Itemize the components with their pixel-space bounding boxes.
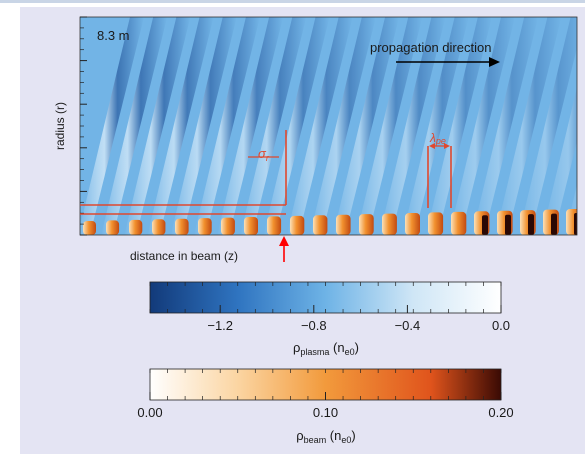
wake-front: [333, 17, 400, 235]
beam-bunch: [382, 213, 397, 235]
beam-bunch-core: [551, 213, 557, 235]
beam-colorbar-label: ρbeam (ne0): [296, 428, 355, 445]
wake-front: [101, 17, 168, 235]
colorbar-tick-label: −0.4: [395, 318, 421, 333]
heatmap: [79, 16, 578, 236]
colorbar-tick-label: 0.20: [488, 405, 513, 420]
colorbar-tick-label: −1.2: [207, 318, 233, 333]
wake-front: [425, 17, 492, 235]
beam-bunch: [198, 218, 212, 235]
wake-front: [286, 17, 353, 235]
sigma-subscript: r: [266, 153, 270, 163]
wake-front: [170, 17, 237, 235]
wake-front: [147, 17, 214, 235]
beam-colorbar: 0.00 0.10 0.20 ρbeam (ne0): [137, 368, 514, 445]
top-border: [0, 0, 585, 3]
wake-front: [449, 17, 516, 235]
beam-bunch: [244, 217, 258, 235]
wake-front: [356, 17, 423, 235]
beam-bunch: [405, 213, 420, 235]
beam-bunch: [267, 216, 282, 235]
wake-front: [379, 17, 446, 235]
beam-bunch-core: [482, 215, 488, 235]
wake-front: [495, 17, 562, 235]
sigma-r-annotation: σr: [80, 130, 287, 215]
wake-front: [80, 17, 144, 235]
lambda-symbol: λ: [429, 131, 436, 145]
beam-bunch: [313, 215, 328, 235]
y-axis-label: radius (r): [53, 102, 67, 150]
beam-bunch: [336, 214, 351, 235]
beam-bunch: [451, 211, 467, 235]
lambda-subscript: pe: [435, 136, 446, 146]
wake-front: [402, 17, 469, 235]
wake-front: [124, 17, 191, 235]
x-axis-label: distance in beam (z): [130, 249, 238, 263]
beam-bunch-core: [528, 214, 534, 235]
beam-bunch: [152, 219, 166, 235]
sigma-symbol: σ: [258, 146, 267, 161]
svg-text:σr: σr: [258, 146, 270, 163]
wake-fronts: [80, 17, 577, 235]
wake-front: [518, 17, 577, 235]
propagation-direction-label: propagation direction: [370, 40, 491, 55]
beam-bunch: [221, 217, 235, 235]
wake-front: [263, 17, 330, 235]
plasma-colorbar-ticks: −1.2 −0.8 −0.4 0.0: [149, 282, 510, 333]
wake-front: [541, 87, 577, 235]
panel-label: 8.3 m: [97, 28, 130, 43]
y-axis-ticks: [80, 16, 87, 236]
plasma-colorbar-gradient: [149, 281, 502, 314]
beam-colorbar-ticks: 0.00 0.10 0.20: [137, 369, 514, 420]
beam-bunch-core: [505, 214, 511, 235]
beam-bunches: [83, 209, 577, 235]
wake-front: [217, 17, 284, 235]
lambda-pe-annotation: λpe: [427, 131, 452, 208]
colorbar-tick-label: 0.10: [313, 405, 338, 420]
colorbar-tick-label: −0.8: [301, 318, 327, 333]
beam-bunch: [428, 212, 444, 235]
beam-bunch: [129, 219, 143, 235]
wake-front: [193, 17, 260, 235]
beam-bunch: [106, 220, 120, 235]
wake-front: [472, 17, 539, 235]
beam-bunch: [83, 221, 96, 235]
svg-text:λpe: λpe: [429, 131, 446, 146]
beam-bunch: [175, 218, 189, 235]
colorbar-tick-label: 0.0: [492, 318, 510, 333]
beam-bunch-core: [574, 213, 577, 235]
wake-front: [309, 17, 376, 235]
plasma-colorbar-label: ρplasma (ne0): [293, 340, 359, 357]
plasma-colorbar: −1.2 −0.8 −0.4 0.0 ρplasma (ne0): [149, 281, 510, 357]
beam-bunch: [290, 215, 305, 235]
propagation-arrow: [396, 57, 500, 67]
colorbar-tick-label: 0.00: [137, 405, 162, 420]
position-marker-arrow: [279, 236, 289, 262]
wake-front: [240, 17, 307, 235]
beam-bunch: [359, 214, 374, 235]
